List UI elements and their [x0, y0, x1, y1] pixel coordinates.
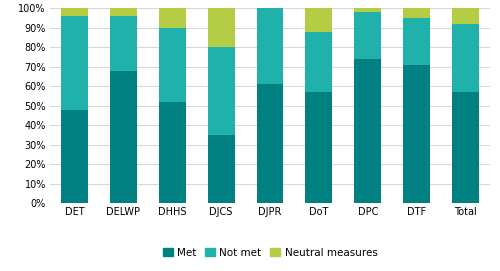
Bar: [403, 18, 430, 65]
Bar: [110, 70, 137, 203]
Bar: [159, 8, 186, 28]
Bar: [61, 109, 88, 203]
Legend: Met, Not met, Neutral measures: Met, Not met, Neutral measures: [158, 244, 382, 262]
Bar: [61, 8, 88, 16]
Bar: [208, 135, 234, 203]
Bar: [354, 8, 381, 12]
Bar: [256, 84, 283, 203]
Bar: [208, 47, 234, 135]
Bar: [159, 28, 186, 102]
Bar: [452, 8, 479, 24]
Bar: [306, 8, 332, 31]
Bar: [403, 65, 430, 203]
Bar: [354, 12, 381, 59]
Bar: [452, 24, 479, 92]
Bar: [256, 8, 283, 84]
Bar: [208, 8, 234, 47]
Bar: [306, 31, 332, 92]
Bar: [159, 102, 186, 203]
Bar: [306, 92, 332, 203]
Bar: [110, 8, 137, 16]
Bar: [61, 16, 88, 109]
Bar: [452, 92, 479, 203]
Bar: [403, 8, 430, 18]
Bar: [354, 59, 381, 203]
Bar: [110, 16, 137, 70]
